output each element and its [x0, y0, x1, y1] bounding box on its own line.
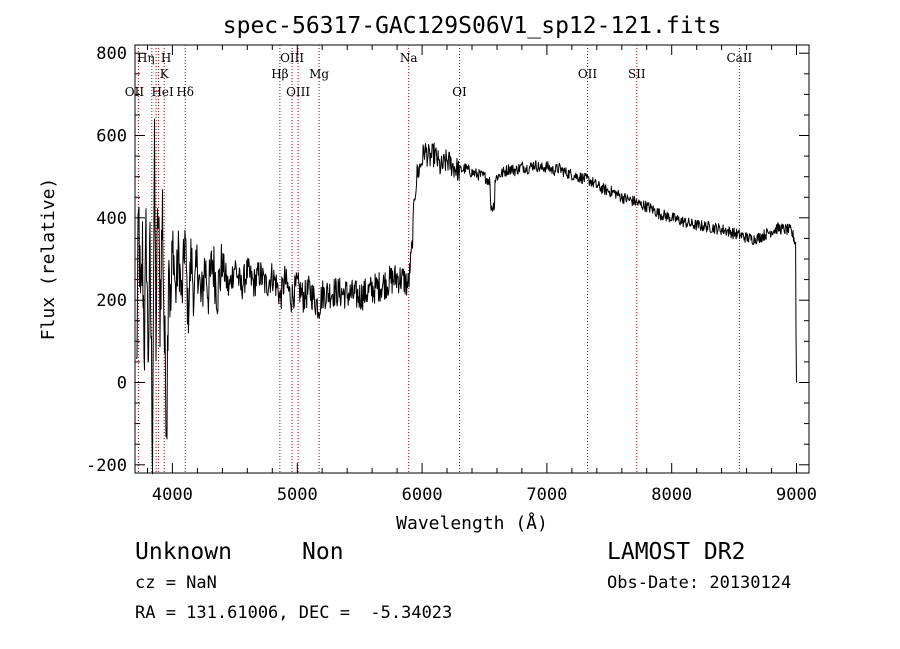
y-tick-label: 600	[96, 127, 127, 147]
x-tick-label: 7000	[526, 485, 567, 505]
y-tick-label: -200	[86, 456, 127, 476]
y-tick-label: 800	[96, 44, 127, 64]
line-label: SII	[628, 67, 646, 81]
y-tick-label: 400	[96, 209, 127, 229]
survey-label: LAMOST DR2	[607, 539, 746, 565]
x-axis-label: Wavelength (Å)	[396, 512, 548, 534]
chart-title: spec-56317-GAC129S06V1_sp12-121.fits	[223, 13, 722, 39]
line-label: Hβ	[271, 67, 288, 81]
y-tick-label: 200	[96, 291, 127, 311]
object-subclass: Non	[302, 539, 344, 565]
line-label: OI	[452, 85, 467, 99]
line-label: OIII	[280, 51, 304, 65]
x-tick-label: 9000	[776, 485, 817, 505]
y-tick-label: 0	[117, 374, 127, 394]
line-label: CaII	[726, 51, 752, 65]
x-tick-label: 4000	[152, 485, 193, 505]
plot-frame	[134, 44, 810, 474]
coordinates-text: RA = 131.61006, DEC = -5.34023	[135, 603, 453, 623]
line-label: Hδ	[176, 85, 194, 99]
spectral-line-labels: OII Hη H HeI K Hδ Hβ OIII OIII Mg Na OI OII SII CaII	[125, 51, 753, 99]
y-axis-label: Flux (relative)	[38, 178, 59, 341]
object-class: Unknown	[135, 539, 232, 565]
line-label: Mg	[309, 67, 329, 81]
line-label: Hη	[137, 51, 155, 65]
x-tick-label: 8000	[651, 485, 692, 505]
spectral-line-markers	[137, 45, 740, 473]
x-tick-label: 5000	[277, 485, 318, 505]
x-tick-label: 6000	[402, 485, 443, 505]
redshift-text: cz = NaN	[135, 573, 217, 593]
line-label: Na	[400, 51, 418, 65]
line-label: OIII	[286, 85, 310, 99]
y-axis-ticks: -200 0 200 400 600 800	[86, 44, 809, 476]
x-axis-ticks: 4000 5000 6000 7000 8000 9000	[147, 45, 817, 505]
line-label: K	[160, 67, 170, 81]
line-label: HeI	[151, 85, 174, 99]
obs-date: Obs-Date: 20130124	[607, 573, 792, 593]
line-label: OII	[125, 85, 145, 99]
line-label: OII	[578, 67, 598, 81]
spectrum-line	[136, 118, 797, 475]
line-label: H	[161, 51, 171, 65]
